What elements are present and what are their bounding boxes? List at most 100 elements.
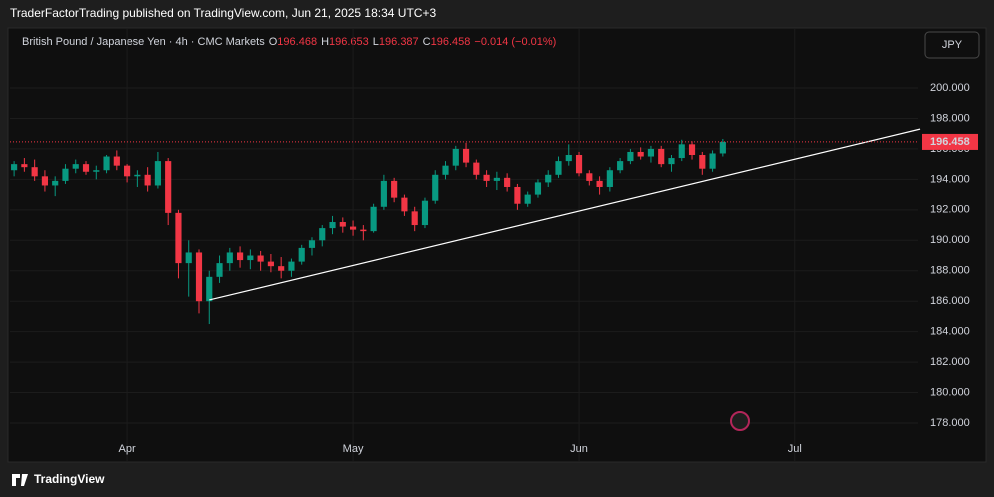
candle-body <box>575 155 583 174</box>
candle-body <box>298 247 305 262</box>
legend: British Pound / Japanese Yen · 4h · CMC … <box>22 36 556 48</box>
y-tick-label: 200.000 <box>930 82 970 94</box>
last-price-box <box>922 133 978 150</box>
y-tick-label: 186.000 <box>930 295 970 307</box>
y-tick-label: 184.000 <box>930 326 970 338</box>
y-tick-label: 192.000 <box>930 204 970 216</box>
ohlc-value: 196.387 <box>379 36 419 48</box>
y-tick-label: 182.000 <box>930 356 970 368</box>
candle-body <box>565 155 572 162</box>
candle-body <box>175 212 182 264</box>
plot: 178.000 180.000 182.000 184.000 186.000 188.0… <box>10 28 978 462</box>
candle-body <box>82 164 90 172</box>
candle-body <box>370 206 377 232</box>
candle-body <box>606 170 613 187</box>
candle-body <box>462 148 470 163</box>
candle-body <box>555 161 562 175</box>
candle-body <box>699 155 706 169</box>
candle-body <box>380 180 387 207</box>
candle-body <box>154 161 161 186</box>
x-tick-label: May <box>343 443 364 455</box>
candle-body <box>216 263 223 277</box>
y-tick-label: 194.000 <box>930 173 970 185</box>
y-tick-label: 198.000 <box>930 112 970 124</box>
candle-body <box>93 170 100 172</box>
candle-body <box>637 151 644 157</box>
trendline <box>209 128 921 301</box>
candle-body <box>237 252 244 261</box>
publisher: TraderFactorTrading published on Trading… <box>10 6 436 20</box>
candle-body <box>524 194 531 204</box>
candle-body <box>688 144 696 156</box>
candle-body <box>360 229 367 232</box>
ohlc-label: O <box>269 36 278 48</box>
x-tick-label: Apr <box>119 443 136 455</box>
logo <box>12 474 28 486</box>
candle-body <box>267 261 274 267</box>
candle-body <box>278 266 285 271</box>
candle-body <box>308 240 316 248</box>
candle-body <box>709 153 716 169</box>
candle-body <box>113 156 120 166</box>
candle-body <box>195 252 203 302</box>
candle-body <box>596 180 603 187</box>
candle-body <box>11 164 18 171</box>
candle-body <box>452 148 459 166</box>
candle-body <box>658 148 665 165</box>
legend-text: British Pound / Japanese Yen · 4h · CMC … <box>22 36 556 48</box>
ohlc-value: 196.653 <box>329 36 369 48</box>
candle-body <box>411 211 418 226</box>
candle-body <box>339 222 346 227</box>
candle-body <box>504 177 511 187</box>
candle-body <box>288 261 295 271</box>
candle-body <box>349 226 357 230</box>
candle-body <box>21 164 28 168</box>
candle-body <box>62 168 69 181</box>
series-title: British Pound / Japanese Yen · 4h · CMC … <box>22 36 265 48</box>
candle-body <box>257 255 264 262</box>
change: −0.014 (−0.01%) <box>474 36 556 48</box>
candle-body <box>329 222 336 229</box>
last-price-label: 196.458 <box>930 136 970 148</box>
candle-body <box>432 174 439 201</box>
candle-body <box>514 186 521 204</box>
currency-label[interactable]: JPY <box>942 39 963 51</box>
event-icon[interactable] <box>730 411 750 431</box>
candle-body <box>185 252 192 264</box>
candle-body <box>144 174 151 186</box>
brand: TradingView <box>34 472 105 486</box>
y-tick-label: 178.000 <box>930 417 970 429</box>
candle-body <box>391 180 398 198</box>
candle-body <box>52 180 59 186</box>
candle-body <box>586 173 593 181</box>
ohlc-label: H <box>321 36 329 48</box>
candle-body <box>678 144 685 159</box>
candle-body <box>72 164 79 169</box>
candle-body <box>617 161 624 171</box>
currency-button[interactable] <box>924 31 980 59</box>
ohlc-label: L <box>373 36 379 48</box>
y-tick-label: 188.000 <box>930 265 970 277</box>
ohlc-value: 196.458 <box>431 36 471 48</box>
x-tick-label: Jun <box>570 443 588 455</box>
candle-body <box>421 200 429 226</box>
candle-body <box>41 176 49 186</box>
candle-body <box>206 276 213 302</box>
candle-body <box>534 182 542 195</box>
plot-background <box>7 27 987 463</box>
candle-body <box>473 162 480 175</box>
x-tick-label: Jul <box>788 443 802 455</box>
candle-body <box>226 252 233 264</box>
candle-body <box>493 177 500 181</box>
candle-body <box>719 141 726 154</box>
candle-body <box>668 158 675 165</box>
candle-body <box>442 165 449 175</box>
candle-body <box>545 174 552 183</box>
candle-body <box>401 197 408 212</box>
candle-body <box>647 148 655 157</box>
y-tick-label: 180.000 <box>930 386 970 398</box>
y-tick-label: 190.000 <box>930 234 970 246</box>
ohlc-label: C <box>423 36 431 48</box>
